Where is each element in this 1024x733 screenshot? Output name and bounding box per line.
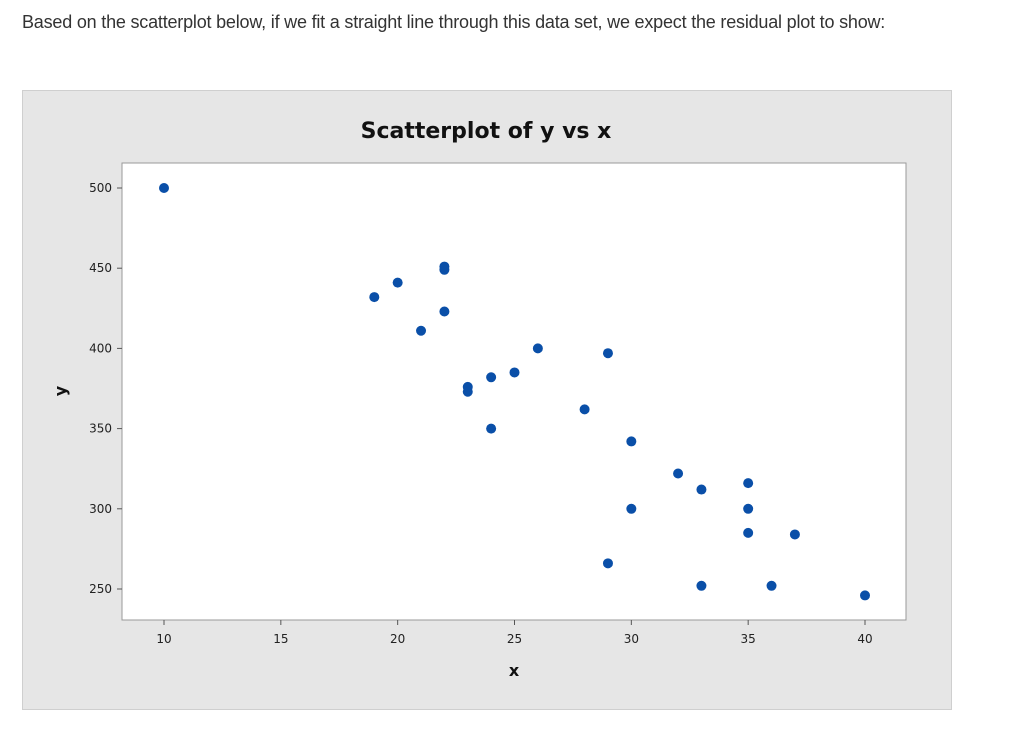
x-tick-label: 10 <box>156 632 171 646</box>
x-tick-label: 35 <box>741 632 756 646</box>
data-point <box>860 590 870 601</box>
x-tick-label: 25 <box>507 632 522 646</box>
data-point <box>743 527 754 538</box>
x-tick-label: 30 <box>624 632 639 646</box>
data-point <box>602 348 613 359</box>
data-point <box>766 580 777 591</box>
y-tick-label: 450 <box>89 261 112 275</box>
data-point <box>486 423 497 434</box>
x-tick-label: 15 <box>273 632 288 646</box>
data-point <box>416 325 427 336</box>
data-point <box>462 381 473 392</box>
y-tick-label: 400 <box>89 341 112 355</box>
x-tick-label: 20 <box>390 632 405 646</box>
data-point <box>789 529 800 540</box>
data-point <box>743 503 754 514</box>
data-point <box>579 404 590 415</box>
data-point <box>696 484 707 495</box>
data-point <box>743 478 754 489</box>
plot-area <box>121 162 907 621</box>
chart-title: Scatterplot of y vs x <box>361 119 612 144</box>
data-point <box>626 503 637 514</box>
y-tick-label: 300 <box>89 502 112 516</box>
data-point <box>392 277 403 288</box>
y-tick-label: 500 <box>89 181 112 195</box>
x-tick-label: 40 <box>857 632 872 646</box>
data-point <box>369 292 380 303</box>
question-text: Based on the scatterplot below, if we fi… <box>22 12 886 32</box>
y-tick-label: 250 <box>89 582 112 596</box>
data-point <box>486 372 497 383</box>
data-point <box>159 183 169 193</box>
data-point <box>696 580 707 591</box>
y-tick-label: 350 <box>89 422 112 436</box>
x-axis-label: x <box>509 661 520 680</box>
data-point <box>439 306 450 317</box>
data-point <box>509 367 520 378</box>
data-point <box>439 261 450 272</box>
data-point <box>532 343 543 354</box>
y-axis-label: y <box>51 385 70 396</box>
data-point <box>602 558 613 569</box>
data-point <box>673 468 684 479</box>
data-point <box>626 436 637 447</box>
